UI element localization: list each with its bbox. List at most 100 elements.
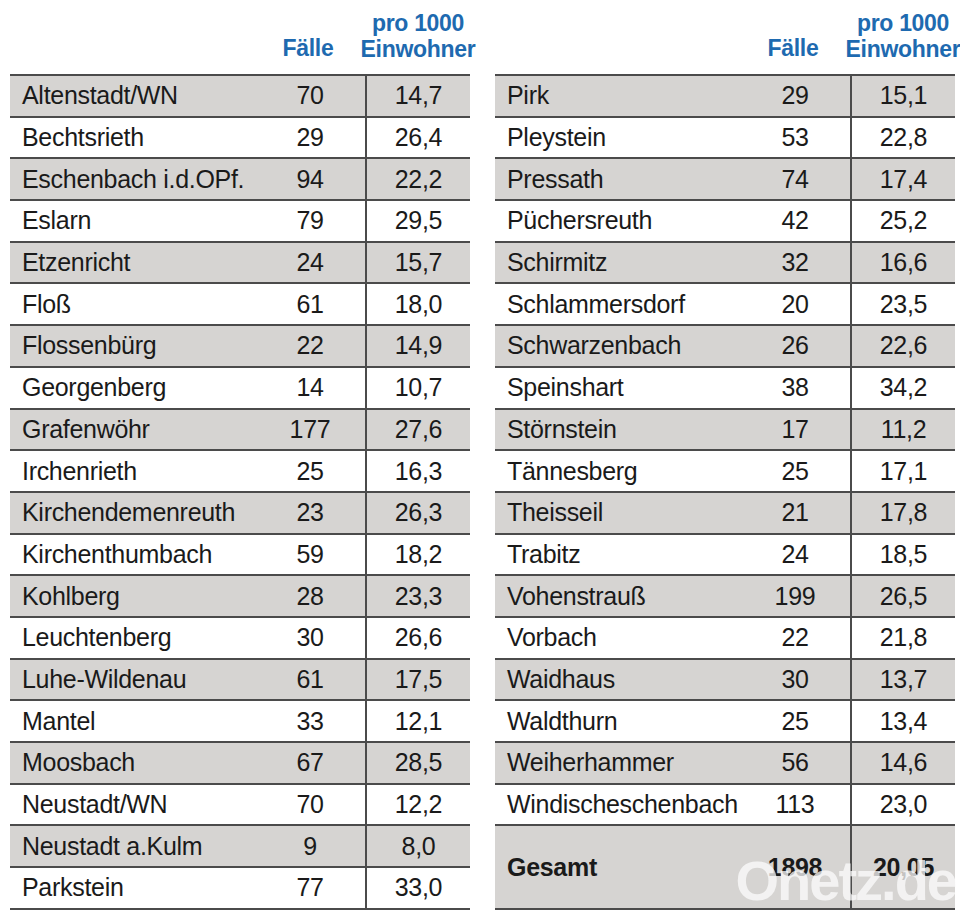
municipality-name: Vohenstrauß	[495, 576, 740, 616]
municipality-name: Speinshart	[495, 368, 740, 408]
table-row: Schwarzenbach2622,6	[495, 324, 955, 366]
per1000-value: 26,3	[365, 493, 470, 533]
table-row: Luhe-Wildenau6117,5	[10, 658, 470, 700]
right-table-column: Fälle pro 1000 Einwohner Pirk2915,1Pleys…	[495, 0, 955, 910]
cases-value: 32	[740, 243, 850, 283]
cases-value: 1898	[740, 826, 850, 907]
table-row: Irchenrieth2516,3	[10, 449, 470, 491]
per1000-value: 13,4	[850, 701, 955, 741]
per1000-value: 14,9	[365, 326, 470, 366]
cases-value: 25	[740, 451, 850, 491]
municipality-name: Pressath	[495, 159, 740, 199]
per1000-header-line1: pro 1000	[857, 10, 949, 36]
cases-value: 59	[255, 535, 365, 575]
municipality-name: Störnstein	[495, 410, 740, 450]
per1000-value: 16,6	[850, 243, 955, 283]
municipality-name: Püchersreuth	[495, 201, 740, 241]
per1000-column-header: pro 1000 Einwohner	[361, 10, 476, 62]
cases-value: 23	[255, 493, 365, 533]
left-data-table: Altenstadt/WN7014,7Bechtsrieth2926,4Esch…	[10, 74, 470, 910]
cases-column-header: Fälle	[283, 35, 334, 62]
municipality-name: Leuchtenberg	[10, 618, 255, 658]
per1000-header-line2: Einwohner	[361, 36, 476, 62]
cases-value: 67	[255, 743, 365, 783]
cases-value: 28	[255, 576, 365, 616]
per1000-value: 14,6	[850, 743, 955, 783]
cases-value: 22	[740, 618, 850, 658]
cases-value: 30	[255, 618, 365, 658]
per1000-value: 23,3	[365, 576, 470, 616]
per1000-value: 15,1	[850, 76, 955, 116]
municipality-name: Schlammersdorf	[495, 284, 740, 324]
table-row: Kirchendemenreuth2326,3	[10, 491, 470, 533]
statistics-table-page: Fälle pro 1000 Einwohner Altenstadt/WN70…	[0, 0, 960, 919]
per1000-value: 15,7	[365, 243, 470, 283]
cases-value: 20	[740, 284, 850, 324]
table-row: Altenstadt/WN7014,7	[10, 74, 470, 116]
per1000-value: 29,5	[365, 201, 470, 241]
table-row: Pressath7417,4	[495, 157, 955, 199]
per1000-value: 23,5	[850, 284, 955, 324]
right-table-header: Fälle pro 1000 Einwohner	[495, 0, 955, 74]
municipality-name: Kohlberg	[10, 576, 255, 616]
cases-value: 17	[740, 410, 850, 450]
per1000-header-line1: pro 1000	[372, 10, 464, 36]
municipality-name: Kirchenthumbach	[10, 535, 255, 575]
cases-value: 70	[255, 785, 365, 825]
municipality-name: Flossenbürg	[10, 326, 255, 366]
municipality-name: Altenstadt/WN	[10, 76, 255, 116]
right-data-table: Pirk2915,1Pleystein5322,8Pressath7417,4P…	[495, 74, 955, 910]
table-row: Speinshart3834,2	[495, 366, 955, 408]
cases-value: 25	[740, 701, 850, 741]
cases-value: 25	[255, 451, 365, 491]
municipality-name: Mantel	[10, 701, 255, 741]
per1000-column-header: pro 1000 Einwohner	[846, 10, 960, 62]
total-row: Gesamt189820,05	[495, 824, 955, 907]
per1000-value: 17,8	[850, 493, 955, 533]
table-row: Trabitz2418,5	[495, 533, 955, 575]
per1000-value: 26,6	[365, 618, 470, 658]
municipality-name: Trabitz	[495, 535, 740, 575]
cases-value: 22	[255, 326, 365, 366]
table-row: Leuchtenberg3026,6	[10, 616, 470, 658]
cases-value: 53	[740, 118, 850, 158]
table-row: Störnstein1711,2	[495, 408, 955, 450]
per1000-value: 21,8	[850, 618, 955, 658]
municipality-name: Neustadt a.Kulm	[10, 826, 255, 866]
cases-value: 24	[740, 535, 850, 575]
table-row: Georgenberg1410,7	[10, 366, 470, 408]
per1000-value: 33,0	[365, 868, 470, 908]
municipality-name: Georgenberg	[10, 368, 255, 408]
municipality-name: Etzenricht	[10, 243, 255, 283]
left-table-header: Fälle pro 1000 Einwohner	[10, 0, 470, 74]
cases-value: 113	[740, 785, 850, 825]
table-row: Schlammersdorf2023,5	[495, 282, 955, 324]
table-row: Windischeschenbach11323,0	[495, 783, 955, 825]
table-row: Weiherhammer5614,6	[495, 741, 955, 783]
table-row: Kirchenthumbach5918,2	[10, 533, 470, 575]
per1000-value: 20,05	[850, 826, 955, 907]
per1000-value: 18,2	[365, 535, 470, 575]
cases-value: 30	[740, 660, 850, 700]
per1000-value: 13,7	[850, 660, 955, 700]
cases-value: 33	[255, 701, 365, 741]
cases-value: 61	[255, 660, 365, 700]
table-row: Neustadt a.Kulm98,0	[10, 824, 470, 866]
municipality-name: Kirchendemenreuth	[10, 493, 255, 533]
per1000-value: 34,2	[850, 368, 955, 408]
table-row: Moosbach6728,5	[10, 741, 470, 783]
table-row: Bechtsrieth2926,4	[10, 116, 470, 158]
per1000-value: 27,6	[365, 410, 470, 450]
per1000-value: 26,5	[850, 576, 955, 616]
table-row: Tännesberg2517,1	[495, 449, 955, 491]
per1000-value: 22,8	[850, 118, 955, 158]
table-row: Flossenbürg2214,9	[10, 324, 470, 366]
table-row: Kohlberg2823,3	[10, 574, 470, 616]
per1000-value: 16,3	[365, 451, 470, 491]
municipality-name: Waldthurn	[495, 701, 740, 741]
municipality-name: Waidhaus	[495, 660, 740, 700]
cases-value: 74	[740, 159, 850, 199]
per1000-header-line2: Einwohner	[846, 36, 960, 62]
municipality-name: Vorbach	[495, 618, 740, 658]
table-row: Theisseil2117,8	[495, 491, 955, 533]
